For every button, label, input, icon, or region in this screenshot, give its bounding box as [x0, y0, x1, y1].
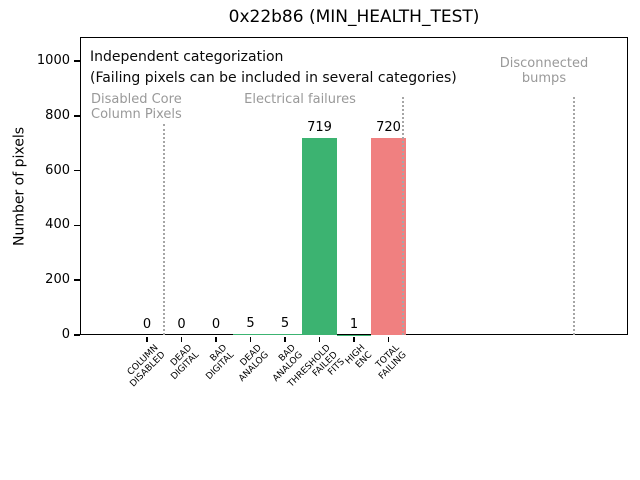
bar: [233, 333, 268, 335]
bar-value-label: 0: [142, 317, 152, 332]
bar: [302, 137, 337, 335]
y-tick-mark: [74, 334, 80, 336]
y-tick-label: 600: [45, 162, 70, 178]
x-tick-mark: [146, 336, 148, 342]
bar-value-label: 0: [211, 317, 221, 332]
x-tick-mark: [180, 336, 183, 342]
x-tick-label: COLUMN DISABLED: [125, 343, 168, 390]
bar: [371, 137, 406, 335]
bar-value-label: 719: [307, 119, 332, 135]
plot-area: [80, 37, 628, 335]
bar: [267, 333, 303, 335]
x-tick-mark: [249, 336, 252, 342]
y-tick-label: 400: [45, 217, 70, 233]
y-tick-mark: [74, 60, 80, 62]
x-tick-label: DEAD DIGITAL: [169, 343, 202, 383]
region-label-line: Disabled Core: [91, 92, 182, 107]
y-tick-mark: [74, 115, 80, 117]
region-label-electrical-failures: Electrical failures: [200, 92, 400, 107]
bar-value-label: 5: [246, 315, 255, 331]
note-failing-pixels: (Failing pixels can be included in sever…: [90, 70, 457, 86]
y-tick-label: 800: [45, 107, 70, 123]
y-tick-mark: [74, 279, 80, 281]
x-tick-label: HIGH ENC: [343, 343, 375, 371]
y-tick-label: 0: [61, 327, 70, 342]
chart-title: 0x22b86 (MIN_HEALTH_TEST): [228, 7, 480, 27]
region-divider: [572, 97, 575, 335]
region-label-disconnected-bumps: Disconnected bumps: [464, 56, 624, 86]
region-label-line: Disconnected: [499, 56, 589, 71]
y-tick-mark: [74, 169, 80, 172]
x-tick-label: TOTAL FAILING: [374, 343, 409, 382]
bar-value-label: 0: [177, 317, 186, 332]
note-independent-categorization: Independent categorization: [90, 49, 284, 65]
y-tick-label: 1000: [36, 53, 70, 68]
x-tick-label: DEAD ANALOG: [236, 343, 271, 384]
region-label-line: bumps: [521, 71, 567, 86]
bar-value-label: 1: [349, 316, 359, 332]
bar-value-label: 720: [376, 119, 401, 135]
x-tick-label: BAD DIGITAL: [204, 343, 237, 383]
x-tick-mark: [215, 336, 217, 342]
x-tick-mark: [353, 336, 355, 342]
bar-value-label: 5: [280, 315, 290, 331]
region-divider: [162, 124, 165, 335]
region-label-line: Column Pixels: [91, 107, 182, 122]
y-tick-label: 200: [45, 272, 70, 288]
x-tick-mark: [318, 336, 321, 342]
x-tick-mark: [284, 336, 286, 342]
region-label-disabled-core-column-pixels: Disabled Core Column Pixels: [91, 92, 182, 122]
y-axis-label: Number of pixels: [11, 126, 28, 247]
y-tick-mark: [74, 224, 80, 227]
region-divider: [401, 97, 404, 335]
region-label-line: Electrical failures: [244, 92, 356, 107]
x-tick-mark: [387, 336, 390, 342]
